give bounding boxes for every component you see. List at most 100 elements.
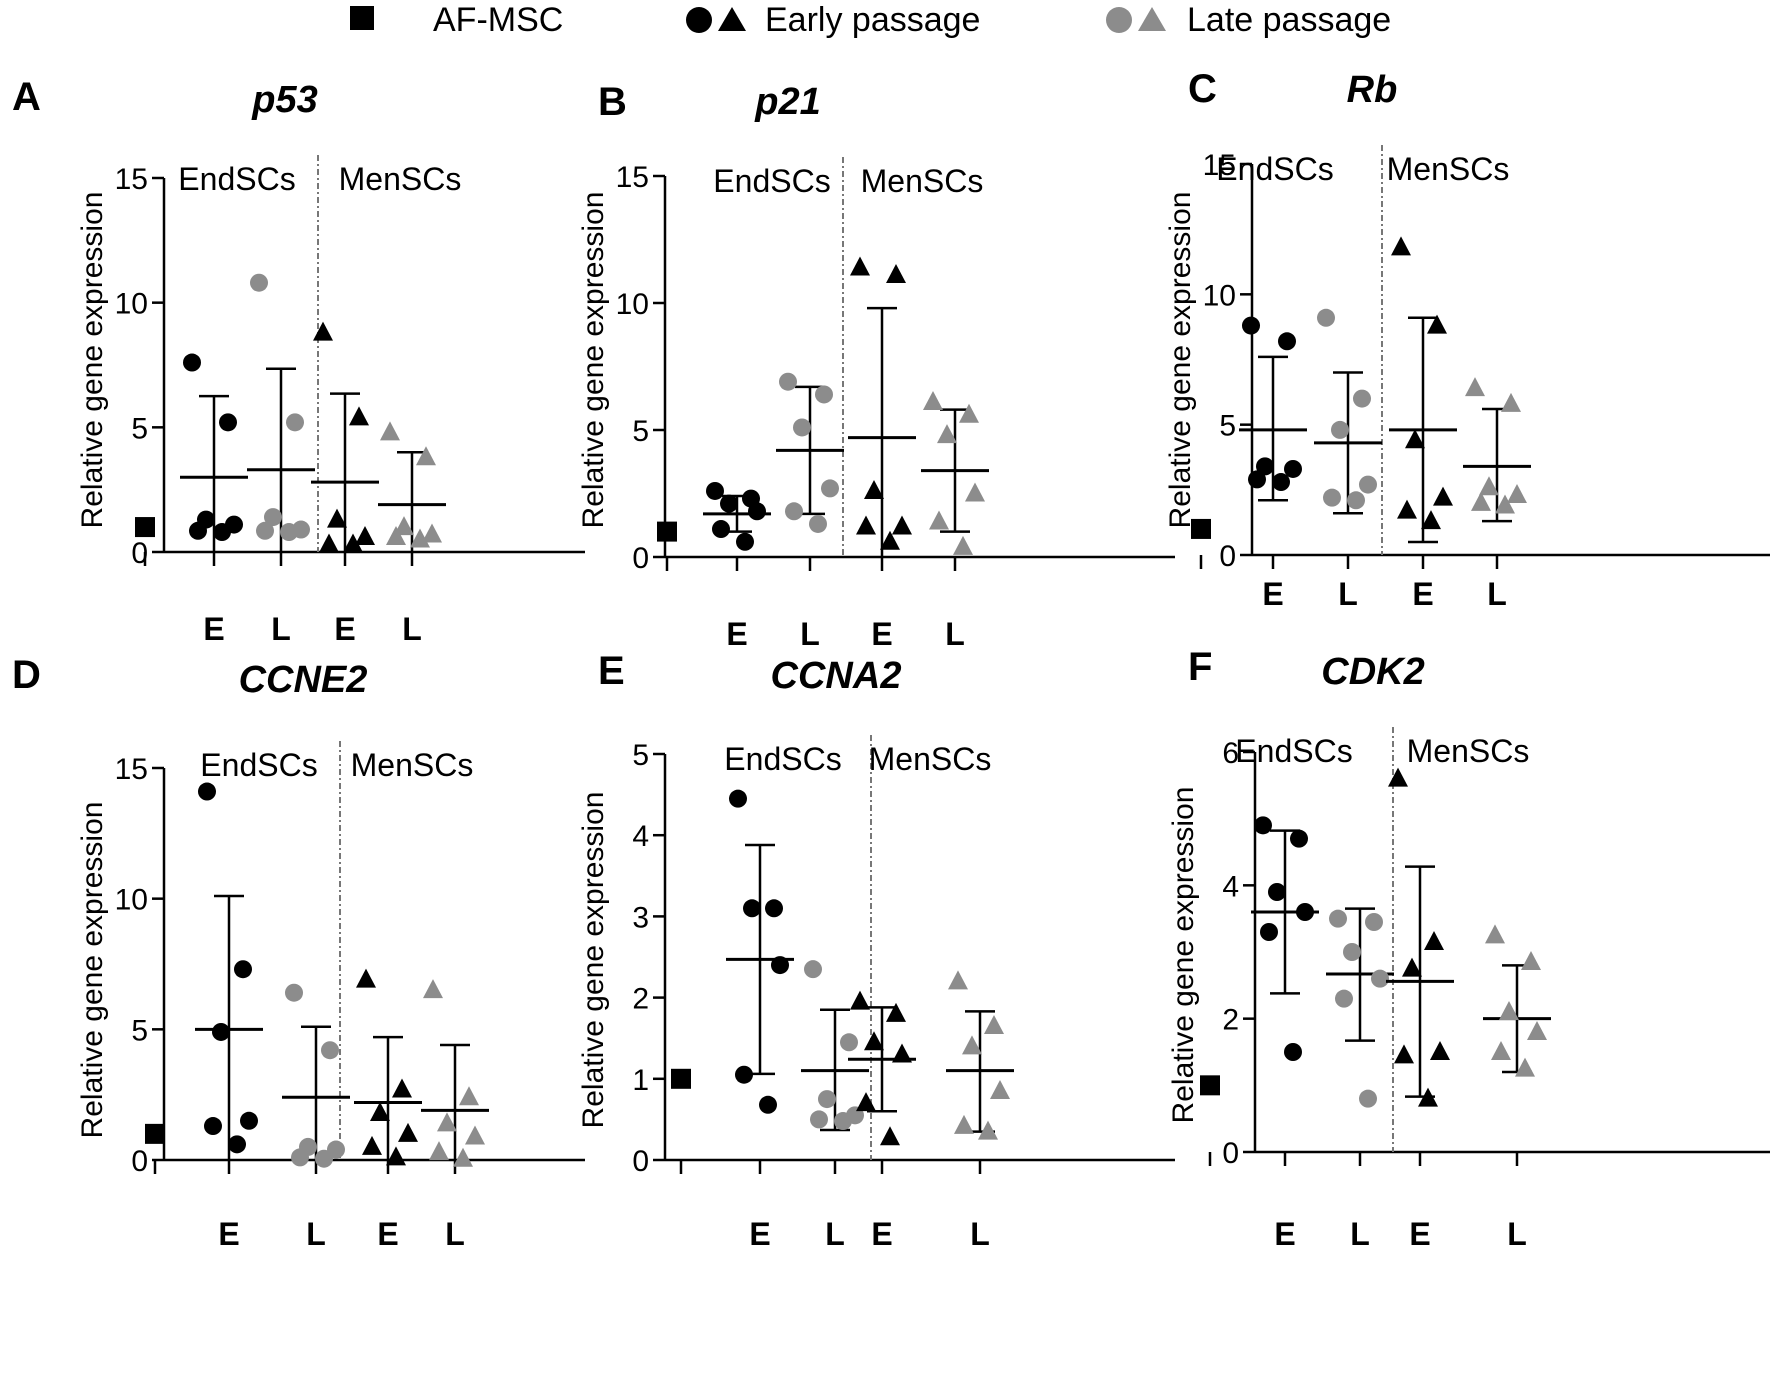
legend-label-early-passage: Early passage <box>765 1 980 39</box>
data-point <box>809 514 827 533</box>
data-point <box>264 508 282 527</box>
data-point <box>880 1126 900 1146</box>
chart-title: CDK2 <box>1321 651 1424 693</box>
data-point <box>850 256 870 276</box>
control-point <box>671 1068 691 1089</box>
data-point <box>228 1135 246 1154</box>
x-category-label: L <box>445 1216 465 1252</box>
chart-title: CCNA2 <box>771 655 902 697</box>
data-point <box>370 1101 390 1121</box>
data-point <box>937 424 957 444</box>
data-point <box>954 1114 974 1134</box>
data-point <box>962 1035 982 1055</box>
group-label: MenSCs <box>351 747 474 783</box>
data-point <box>285 983 303 1002</box>
group-label: EndSCs <box>724 741 841 777</box>
x-category-label: L <box>402 611 422 647</box>
x-category-label: L <box>1350 1216 1370 1252</box>
data-point <box>729 789 747 808</box>
data-point <box>1479 476 1499 496</box>
y-tick-label: 10 <box>1203 279 1236 312</box>
control-point <box>135 517 155 538</box>
y-tick-label: 0 <box>131 1145 148 1178</box>
data-point <box>850 990 870 1010</box>
x-category-label: E <box>334 611 355 647</box>
data-point <box>765 899 783 918</box>
group-label: MenSCs <box>861 163 984 199</box>
data-point <box>1501 392 1521 412</box>
panel-letter: C <box>1188 67 1217 111</box>
data-point <box>818 1090 836 1109</box>
x-category-label: L <box>1507 1216 1527 1252</box>
y-tick-label: 6 <box>1222 737 1239 770</box>
data-point <box>1278 332 1296 351</box>
data-point <box>356 968 376 988</box>
data-point <box>1242 316 1260 335</box>
y-axis-label: Relative gene expression <box>1167 787 1200 1124</box>
data-point <box>313 321 333 341</box>
data-point <box>321 1041 339 1060</box>
data-point <box>1515 1057 1535 1077</box>
control-point <box>145 1123 165 1144</box>
data-point <box>1268 883 1286 901</box>
panel-letter: A <box>12 75 41 119</box>
data-point <box>856 1092 876 1112</box>
data-point <box>1272 473 1290 492</box>
group-label: EndSCs <box>1235 733 1352 769</box>
data-point <box>380 421 400 441</box>
chart-panel-f: F CDK2 0 2 4 6 Relative gene expression E L E L End… <box>1167 645 1772 1381</box>
group-label: EndSCs <box>1216 151 1333 187</box>
data-point <box>1507 484 1527 504</box>
y-tick-label: 5 <box>131 1014 148 1047</box>
y-tick-label: 5 <box>1219 410 1236 443</box>
legend-late-triangle-marker <box>1138 7 1166 31</box>
data-point <box>984 1015 1004 1035</box>
data-point <box>1394 1044 1414 1064</box>
x-category-label: E <box>871 616 892 652</box>
data-point <box>234 960 252 979</box>
data-point <box>1499 1001 1519 1020</box>
control-point <box>657 521 677 542</box>
x-category-label: E <box>203 611 224 647</box>
data-point <box>810 1110 828 1129</box>
data-point <box>429 1141 449 1161</box>
data-point <box>1335 989 1353 1008</box>
data-point <box>923 391 943 411</box>
x-category-label: E <box>871 1216 892 1252</box>
x-category-label: E <box>218 1216 239 1252</box>
data-point <box>319 533 339 553</box>
y-tick-label: 10 <box>115 288 148 321</box>
data-point <box>1256 457 1274 476</box>
data-point <box>1427 314 1447 334</box>
data-point <box>1317 308 1335 327</box>
data-point <box>1284 459 1302 478</box>
data-point <box>291 1148 309 1167</box>
x-category-label: E <box>1409 1216 1430 1252</box>
data-point <box>1371 969 1389 988</box>
control-point <box>1191 518 1211 539</box>
y-tick-label: 0 <box>1222 1137 1239 1170</box>
data-point <box>1347 491 1365 510</box>
x-category-label: L <box>1487 576 1507 612</box>
data-point <box>280 523 298 542</box>
data-point <box>1329 909 1347 928</box>
data-point <box>990 1079 1010 1099</box>
data-point <box>1485 924 1505 944</box>
data-point <box>250 273 268 292</box>
data-point <box>1353 389 1371 408</box>
x-category-label: L <box>271 611 291 647</box>
data-point <box>398 1122 418 1142</box>
data-point <box>343 533 363 553</box>
panel-letter: D <box>12 653 41 697</box>
y-axis-label: Relative gene expression <box>577 792 610 1129</box>
data-point <box>1365 913 1383 931</box>
y-tick-label: 15 <box>616 161 649 194</box>
x-category-label: E <box>726 616 747 652</box>
y-tick-label: 15 <box>115 753 148 786</box>
data-point <box>840 1033 858 1052</box>
data-point <box>1527 1021 1547 1040</box>
data-point <box>856 515 876 535</box>
data-point <box>1430 1041 1450 1060</box>
